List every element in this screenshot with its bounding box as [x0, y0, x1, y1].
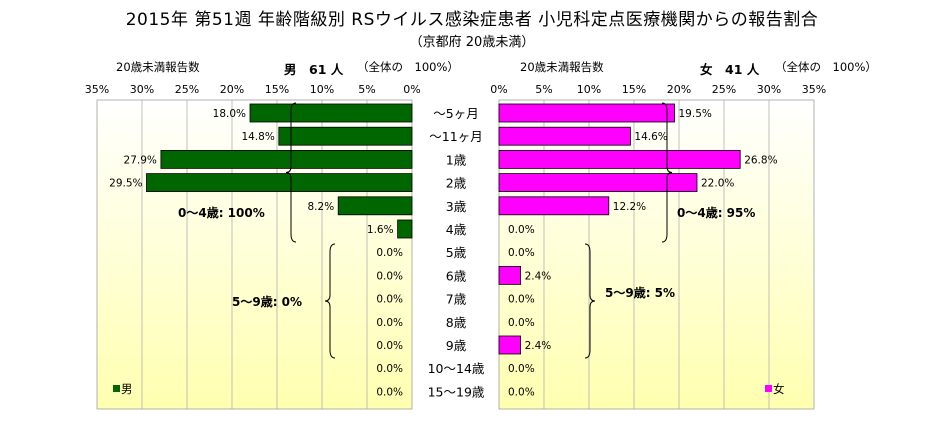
female-bar [498, 335, 522, 355]
category-label: ～5ヶ月 [433, 106, 478, 121]
female-data-label: 0.0% [508, 363, 535, 375]
female-0-4-annotation: 0～4歳: 95% [677, 205, 755, 220]
male-bar [146, 173, 413, 193]
male-data-label: 14.8% [241, 131, 274, 143]
category-labels: ～5ヶ月 ～11ヶ月 1歳 2歳 3歳 4歳 5歳 6歳 7歳 8歳 9歳 10～14歳 15～19歳 [428, 106, 485, 399]
axis-ticks: 0% 0% 5% 5% 10% 10% 15% 15% 20% 20% 25% 25% 30% 30% 35… [85, 83, 826, 96]
male-total-pct: （全体の 100%） [357, 60, 459, 74]
legend: 男女 [113, 382, 785, 396]
female-data-label: 14.6% [634, 131, 667, 143]
male-data-label: 0.0% [376, 294, 403, 306]
male-tick-label: 20% [220, 83, 244, 96]
data-labels: 18.0% 19.5% 14.8% 14.6% 27.9% 26.8% 29.5% 22.0%… [109, 108, 777, 398]
male-legend-swatch [113, 385, 120, 392]
male-legend-label: 男 [121, 382, 133, 396]
group-annotations: 0～4歳: 100% 5～9歳: 0% 0～4歳: 95% 5～9歳: 5% [178, 205, 755, 309]
male-bar [249, 103, 413, 123]
male-bar [160, 149, 413, 169]
female-data-label: 0.0% [508, 317, 535, 329]
category-label: 2歳 [446, 176, 467, 191]
category-label: 5歳 [446, 245, 467, 260]
female-total-pct: （全体の 100%） [775, 60, 877, 74]
female-bar [498, 265, 522, 285]
male-bar [397, 219, 413, 239]
category-label: 1歳 [446, 152, 467, 167]
male-data-label: 0.0% [376, 247, 403, 259]
female-data-label: 0.0% [508, 247, 535, 259]
male-tick-label: 10% [310, 83, 334, 96]
female-data-label: 2.4% [525, 270, 552, 282]
female-data-label: 12.2% [613, 201, 646, 213]
male-data-label: 0.0% [376, 363, 403, 375]
female-tick-label: 30% [757, 83, 781, 96]
female-under20-label: 20歳未満報告数 [520, 60, 604, 74]
female-data-label: 0.0% [508, 224, 535, 236]
female-tick-label: 25% [712, 83, 736, 96]
male-tick-label: 15% [265, 83, 289, 96]
female-count: 女 41 人 [700, 62, 760, 77]
male-data-label: 0.0% [376, 270, 403, 282]
male-data-label: 1.6% [367, 224, 394, 236]
male-tick-label: 30% [130, 83, 154, 96]
category-label: 8歳 [446, 315, 467, 330]
chart-title: 2015年 第51週 年齢階級別 RSウイルス感染症患者 小児科定点医療機関から… [125, 10, 819, 30]
male-data-label: 27.9% [124, 154, 157, 166]
female-bar [498, 173, 698, 193]
category-label: 6歳 [446, 268, 467, 283]
female-5-9-annotation: 5～9歳: 5% [605, 285, 675, 300]
female-bar [498, 149, 741, 169]
female-legend-swatch [765, 385, 772, 392]
female-data-label: 0.0% [508, 386, 535, 398]
male-data-label: 0.0% [376, 340, 403, 352]
male-plot-area [96, 99, 413, 410]
female-tick-label: 35% [802, 83, 826, 96]
male-under20-label: 20歳未満報告数 [116, 60, 200, 74]
male-5-9-brace [324, 243, 336, 359]
category-label: 15～19歳 [428, 384, 485, 399]
female-plot-area [498, 99, 815, 410]
male-count: 男 61 人 [284, 62, 344, 77]
female-data-label: 0.0% [508, 294, 535, 306]
female-legend-label: 女 [773, 382, 785, 396]
male-data-label: 29.5% [109, 178, 142, 190]
category-label: 3歳 [446, 199, 467, 214]
female-bar [498, 126, 631, 146]
male-5-9-annotation: 5～9歳: 0% [232, 294, 302, 309]
male-bar [278, 126, 413, 146]
male-0-4-brace [285, 102, 297, 243]
female-data-label: 2.4% [525, 340, 552, 352]
bars [146, 103, 741, 355]
female-tick-label: 15% [622, 83, 646, 96]
male-bar [337, 196, 413, 216]
female-tick-label: 20% [667, 83, 691, 96]
male-tick-label: 5% [358, 83, 375, 96]
category-label: 10～14歳 [428, 361, 485, 376]
male-data-label: 8.2% [308, 201, 335, 213]
female-tick-label: 10% [577, 83, 601, 96]
male-0-4-annotation: 0～4歳: 100% [178, 205, 265, 220]
male-data-label: 18.0% [213, 108, 246, 120]
female-tick-label: 0% [490, 83, 507, 96]
female-bar [498, 196, 610, 216]
chart-subtitle: （京都府 20歳未満） [409, 35, 535, 50]
male-tick-label: 25% [175, 83, 199, 96]
male-tick-label: 35% [85, 83, 109, 96]
category-label: 4歳 [446, 222, 467, 237]
female-5-9-brace [584, 243, 596, 359]
category-label: ～11ヶ月 [429, 129, 482, 144]
female-tick-label: 5% [535, 83, 552, 96]
male-tick-label: 0% [403, 83, 420, 96]
female-data-label: 19.5% [679, 108, 712, 120]
group-braces [285, 102, 673, 359]
female-data-label: 22.0% [701, 178, 734, 190]
male-data-label: 0.0% [376, 317, 403, 329]
male-data-label: 0.0% [376, 386, 403, 398]
female-data-label: 26.8% [744, 154, 777, 166]
category-label: 7歳 [446, 292, 467, 307]
female-bar [498, 103, 675, 123]
female-0-4-brace [661, 102, 673, 243]
category-label: 9歳 [446, 338, 467, 353]
